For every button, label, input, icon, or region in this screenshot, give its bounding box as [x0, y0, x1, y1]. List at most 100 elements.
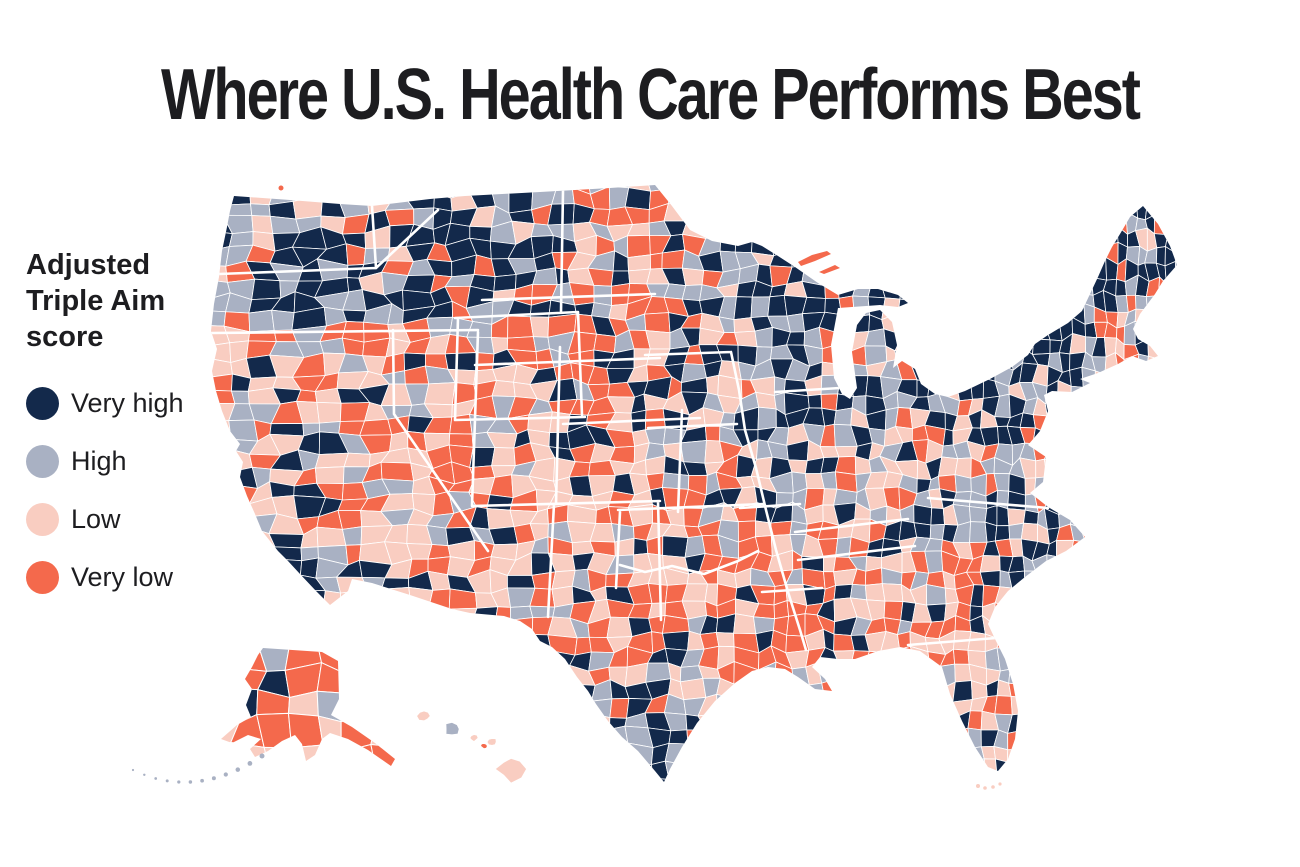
county-cell [1137, 690, 1151, 701]
county-cell [1116, 714, 1129, 737]
county-cell [1134, 610, 1150, 624]
very-high-swatch-icon [26, 386, 59, 420]
county-cell [586, 698, 613, 719]
county-cell [1046, 476, 1061, 496]
county-cell [1056, 461, 1074, 484]
county-cell [686, 729, 707, 745]
county-cell [1106, 508, 1119, 534]
county-cell [1082, 432, 1097, 449]
county-cell [1114, 588, 1129, 610]
county-cell [1126, 185, 1137, 203]
county-cell [939, 744, 961, 767]
county-cell [1163, 324, 1177, 344]
county-cell [1059, 651, 1075, 673]
county-cell [1104, 413, 1120, 432]
county-cell [1126, 671, 1140, 692]
county-cell [534, 679, 552, 700]
county-cell [1154, 559, 1166, 583]
county-cell [1067, 571, 1081, 593]
county-cell [1175, 387, 1177, 410]
county-cell [994, 269, 1013, 290]
county-cell [473, 632, 494, 658]
county-cell [924, 729, 947, 746]
county-cell [1158, 295, 1169, 313]
county-cell [681, 762, 708, 776]
county-cell [1079, 589, 1098, 610]
county-cell [322, 590, 341, 613]
county-cell [1092, 185, 1109, 196]
county-cell [1093, 697, 1108, 717]
county-cell [705, 727, 723, 743]
county-cell [895, 713, 915, 732]
county-cell [1136, 185, 1146, 187]
county-cell [1006, 205, 1025, 225]
county-cell [1082, 444, 1095, 464]
county-cell [1084, 476, 1096, 498]
county-cell [250, 203, 271, 217]
county-cell [938, 232, 960, 254]
county-cell [360, 588, 388, 610]
county-cell [1055, 221, 1073, 242]
county-cell [980, 746, 996, 760]
county-cell [882, 237, 901, 256]
county-cell [506, 697, 539, 715]
county-cell [1079, 683, 1094, 706]
county-cell [983, 206, 1001, 225]
county-cell [801, 296, 826, 315]
county-cell [869, 756, 882, 780]
aleutian-island-dot [165, 779, 169, 783]
county-cell [698, 740, 723, 764]
county-cell [1068, 554, 1083, 577]
county-cell [407, 776, 431, 782]
county-cell [832, 185, 857, 191]
county-cell [247, 779, 280, 782]
county-cell [625, 776, 654, 782]
county-cell [864, 567, 883, 586]
county-cell [1008, 185, 1027, 193]
county-cell [1069, 444, 1085, 469]
county-cell [1106, 467, 1116, 484]
county-cell [228, 764, 259, 782]
county-cell [848, 762, 874, 780]
county-cell [1022, 713, 1035, 735]
county-cell [224, 750, 258, 773]
county-cell [1091, 670, 1108, 691]
county-cell [751, 215, 778, 239]
county-cell [953, 156, 972, 171]
county-cell [1081, 163, 1097, 182]
county-cell [1056, 635, 1075, 654]
county-cell [297, 780, 322, 782]
county-cell [409, 682, 432, 703]
county-cell [1137, 401, 1147, 425]
county-cell [1163, 528, 1177, 553]
county-cell [912, 220, 931, 237]
county-cell [1103, 162, 1115, 184]
county-cell [698, 761, 724, 780]
county-cell [201, 785, 229, 803]
county-cell [767, 746, 793, 765]
county-cell [837, 246, 855, 271]
county-cell [211, 671, 235, 694]
county-cell [211, 639, 234, 663]
county-cell [493, 274, 517, 292]
legend-label: Very low [71, 561, 174, 592]
county-cell [486, 651, 518, 674]
county-cell [993, 185, 1012, 195]
county-cell [488, 632, 512, 658]
county-cell [1147, 699, 1159, 724]
county-cell [245, 544, 276, 563]
county-cell [1157, 688, 1169, 707]
county-cell [450, 185, 476, 199]
county-cell [834, 445, 858, 458]
county-cell [1069, 366, 1084, 388]
county-cell [1104, 636, 1120, 655]
county-cell [252, 623, 280, 645]
county-cell [1172, 753, 1177, 767]
hawaii-inset [416, 710, 528, 784]
county-cell [1155, 608, 1169, 627]
county-cell [853, 314, 871, 334]
county-cell [995, 758, 1013, 782]
county-cell [1146, 435, 1160, 457]
county-cell [800, 186, 820, 208]
county-cell [1059, 667, 1073, 686]
